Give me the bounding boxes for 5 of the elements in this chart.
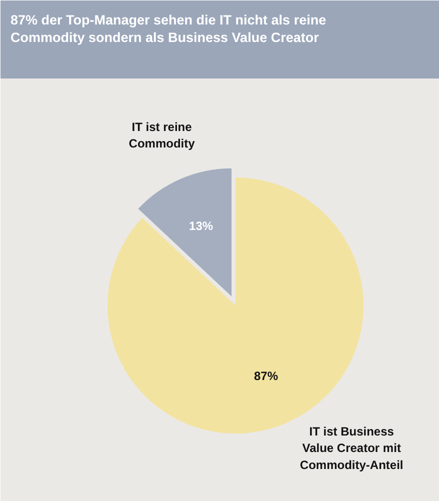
data-label: 87% — [254, 368, 278, 383]
chart-title: 87% der Top-Manager sehen die IT nicht als reine Commodity sondern als Business Value Creator — [10, 12, 327, 45]
data-label: 13% — [189, 218, 214, 233]
slice-label: IT ist reine Commodity — [128, 120, 196, 151]
slice-label: IT ist Business Value Creator mit Commodity-Anteil — [300, 424, 404, 472]
